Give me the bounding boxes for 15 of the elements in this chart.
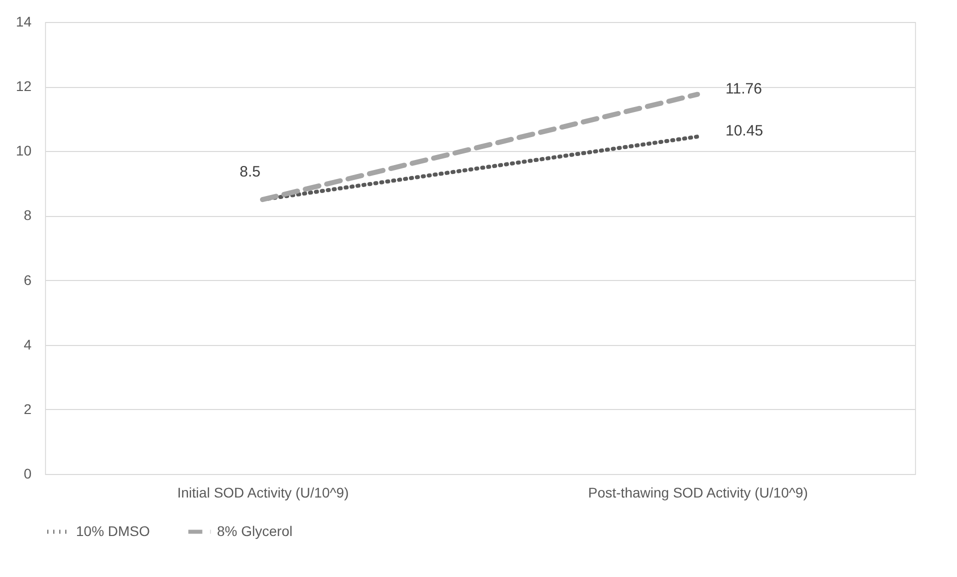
y-tick-label: 10 [16,142,32,159]
y-tick-label: 6 [24,272,32,288]
y-tick-label: 12 [16,78,32,94]
y-tick-label: 2 [24,400,32,417]
y-tick-label: 14 [16,14,32,30]
data-label: 10.45 [726,122,764,140]
data-label: 8.5 [240,164,260,181]
legend-label: 10% DMSO [76,522,150,539]
y-tick-label: 0 [24,466,32,482]
x-tick-label: Initial SOD Activity (U/10^9) [177,484,349,500]
y-tick-label: 4 [24,336,32,352]
data-label: 11.76 [726,80,762,98]
y-tick-label: 8 [24,207,32,224]
legend-label: 8% Glycerol [217,522,292,539]
x-tick-label: Post-thawing SOD Activity (U/10^9) [588,484,808,500]
